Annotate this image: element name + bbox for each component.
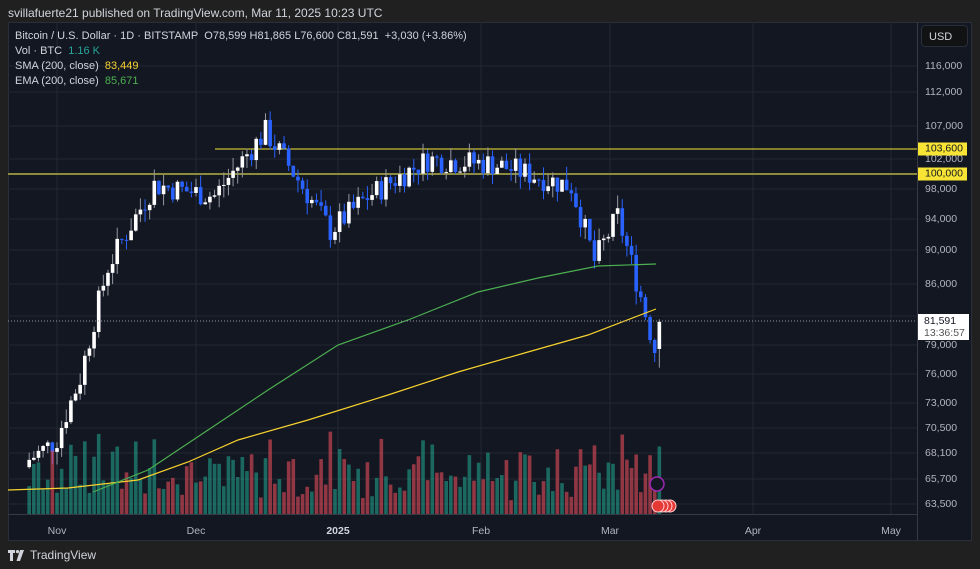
ohlc-values: O78,599 H81,865 L76,600 C81,591 [204,30,379,42]
chart-plot[interactable] [8,22,917,514]
legend-sma-row[interactable]: SMA (200, close) 83,449 [15,59,467,74]
price-tick: 70,500 [925,422,958,434]
price-tick: 98,000 [925,183,958,195]
chart-legend: Bitcoin / U.S. Dollar · 1D · BITSTAMP O7… [15,29,467,89]
tradingview-logo[interactable]: TradingView [8,548,96,562]
time-tick: May [881,525,901,537]
price-tick: 94,000 [925,213,958,225]
time-tick: Nov [47,525,67,537]
currency-button[interactable]: USD [921,25,968,47]
time-tick: Feb [471,525,491,537]
price-tick: 112,000 [925,86,963,98]
price-tick: 116,000 [925,60,963,72]
tradingview-logo-icon [8,549,24,561]
legend-symbol-row: Bitcoin / U.S. Dollar · 1D · BITSTAMP O7… [15,29,467,44]
price-tick: 63,500 [925,498,958,510]
time-tick: Apr [744,525,762,537]
economic-event-us-flag-icon[interactable] [651,499,665,513]
price-tick: 73,000 [925,397,958,409]
ema-label: EMA (200, close) [15,75,99,87]
events-lightning-icon[interactable] [649,476,665,492]
candlestick-chart[interactable] [8,22,917,514]
time-tick: Dec [186,525,206,537]
price-axis[interactable] [917,22,973,541]
time-tick: Mar [600,525,620,537]
price-tick: 107,000 [925,120,963,132]
legend-ema-row[interactable]: EMA (200, close) 85,671 [15,74,467,89]
last-price-badge: 81,591 13:36:57 [918,314,969,340]
volume-label: Vol · BTC [15,45,63,57]
publisher-line: svillafuerte21 published on TradingView.… [8,6,383,20]
sma-label: SMA (200, close) [15,60,99,72]
volume-value: 1.16 K [68,45,101,57]
sma-value: 83,449 [104,60,139,72]
chart-frame [8,22,972,541]
price-tick: 79,000 [925,339,958,351]
price-tick: 90,000 [925,244,958,256]
price-tick: 102,000 [925,153,963,165]
price-tick: 86,000 [925,278,958,290]
legend-volume-row[interactable]: Vol · BTC 1.16 K [15,44,467,59]
price-tick: 68,100 [925,447,958,459]
ema-value: 85,671 [104,75,139,87]
price-tick: 65,700 [925,473,958,485]
brand-name: TradingView [30,548,97,562]
last-price: 81,591 [924,315,957,327]
time-axis[interactable] [8,514,917,542]
level-badge: 103,600 [918,142,967,156]
level-badge: 100,000 [918,167,967,181]
change-value: +3,030 (+3.86%) [384,30,467,42]
price-tick: 76,000 [925,368,958,380]
time-tick: 2025 [326,525,350,537]
symbol-label[interactable]: Bitcoin / U.S. Dollar · 1D · BITSTAMP [15,30,199,42]
bar-countdown: 13:36:57 [924,327,965,339]
